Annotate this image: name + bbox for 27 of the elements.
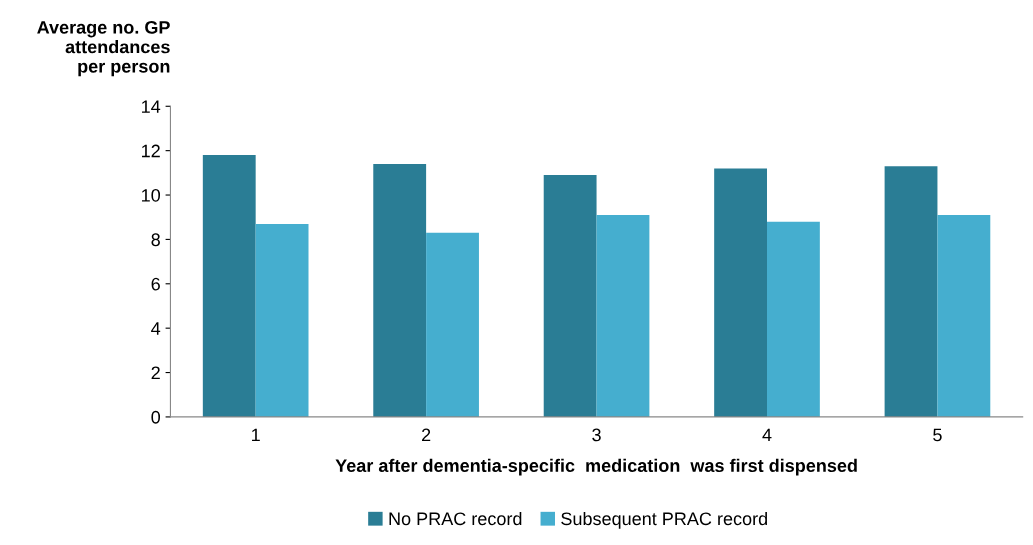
y-tick-label: 4 xyxy=(151,322,161,335)
x-tick-label: 4 xyxy=(762,428,772,442)
legend-label: No PRAC record xyxy=(389,511,522,526)
y-tick-label: 0 xyxy=(151,410,161,424)
legend-label: Subsequent PRAC record xyxy=(561,511,767,529)
y-axis-title: Average no. GP attendances per person xyxy=(37,20,170,77)
bar xyxy=(202,155,256,417)
x-axis-title: Year after dementia-specific medication was first dispensed xyxy=(335,458,857,476)
x-tick-label: 5 xyxy=(933,428,942,442)
bar xyxy=(426,232,479,417)
bar xyxy=(767,221,820,417)
bar xyxy=(884,166,938,417)
y-tick-label: 2 xyxy=(151,366,160,380)
x-tick-label: 1 xyxy=(252,428,260,442)
bar xyxy=(714,168,767,417)
y-tick-label: 6 xyxy=(151,277,160,291)
bar xyxy=(543,175,597,417)
y-tick-label: 10 xyxy=(142,188,161,202)
bar xyxy=(373,163,427,417)
x-tick-label: 2 xyxy=(422,428,431,442)
bar xyxy=(596,215,650,417)
y-tick-label: 12 xyxy=(142,144,160,158)
x-tick-label: 3 xyxy=(592,428,601,442)
bar xyxy=(937,215,991,417)
y-tick-label: 8 xyxy=(151,233,160,247)
bar xyxy=(255,223,309,417)
y-tick-label: 14 xyxy=(142,100,161,113)
